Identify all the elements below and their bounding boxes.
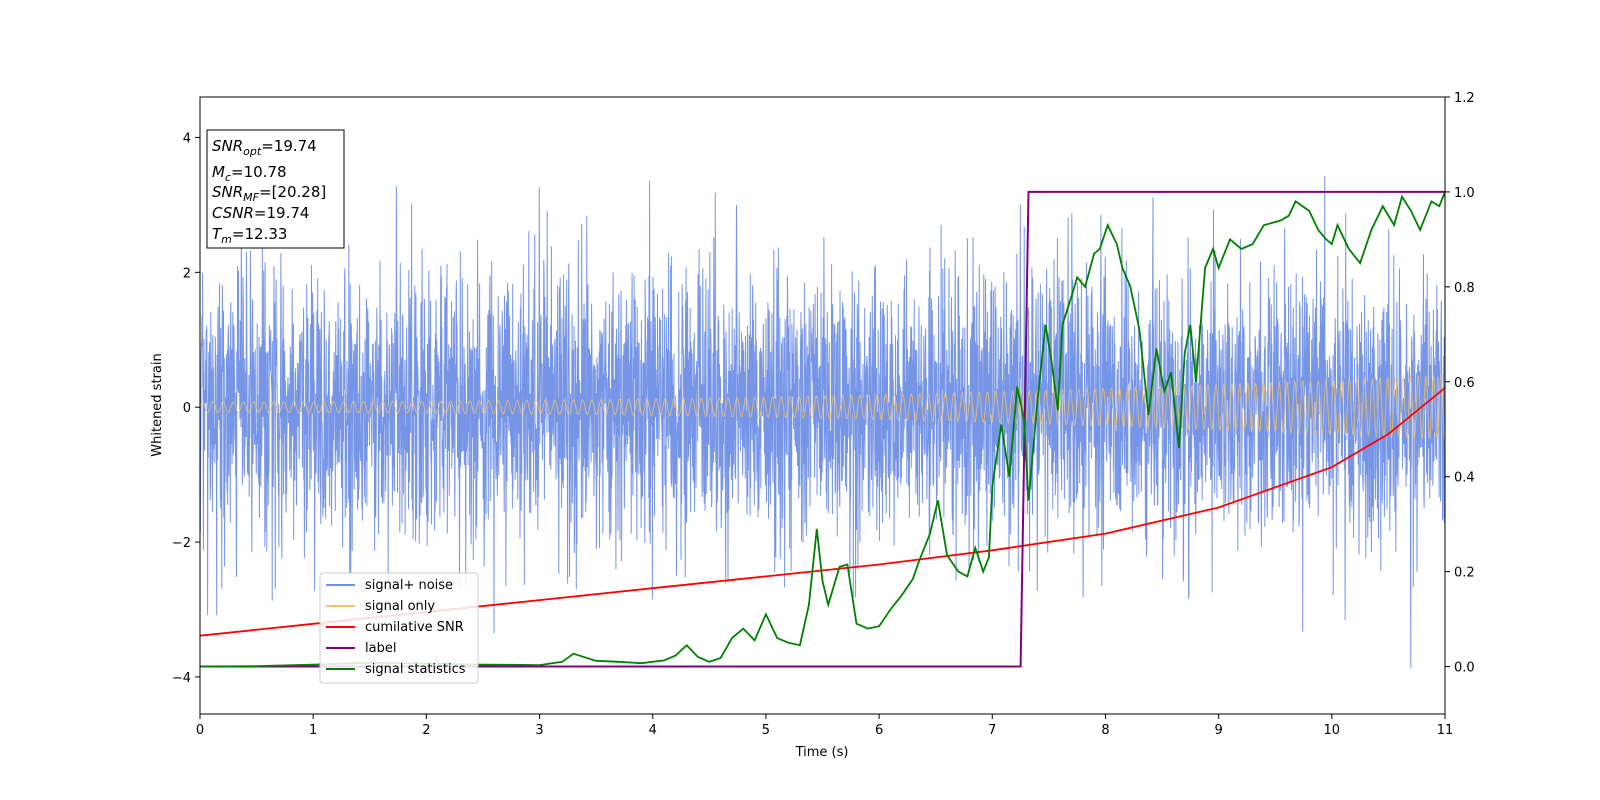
- x-tick-label: 3: [535, 723, 543, 738]
- y-right-axis: 0.0 0.2 0.4 0.6 0.8 1.0 1.2: [1445, 91, 1475, 676]
- y-right-tick-label: 1.0: [1454, 186, 1475, 201]
- info-box: SNRopt=19.74 Mc=10.78 SNRMF=[20.28] CSNR…: [206, 129, 345, 249]
- legend-label: signal only: [365, 599, 435, 614]
- x-axis: 0 1 2 3 4 5 6 7 8 9 10 11: [196, 714, 1453, 738]
- x-tick-label: 0: [196, 723, 204, 738]
- y-left-axis: −4 −2 0 2 4: [172, 131, 200, 686]
- y-right-tick-label: 0.6: [1454, 376, 1475, 391]
- x-tick-label: 9: [1214, 723, 1222, 738]
- x-tick-label: 2: [422, 723, 430, 738]
- x-tick-label: 10: [1324, 723, 1341, 738]
- legend-label: signal statistics: [365, 662, 466, 677]
- x-tick-label: 5: [762, 723, 770, 738]
- y-right-tick-label: 0.4: [1454, 471, 1475, 486]
- x-tick-label: 1: [309, 723, 317, 738]
- x-tick-label: 8: [1101, 723, 1109, 738]
- legend-entries: signal+ noise signal only cumilative SNR la…: [326, 578, 466, 677]
- info-snr-mf: SNRMF=[20.28]: [212, 183, 326, 204]
- y-axis-label: Whitened strain: [150, 353, 165, 456]
- legend-label: label: [365, 641, 396, 656]
- y-left-tick-label: −2: [172, 536, 191, 551]
- y-right-tick-label: 0.8: [1454, 281, 1475, 296]
- y-left-tick-label: 2: [183, 266, 191, 281]
- y-right-tick-label: 0.0: [1454, 661, 1475, 676]
- y-left-tick-label: 0: [183, 401, 191, 416]
- info-tm: Tm=12.33: [212, 225, 287, 246]
- y-right-tick-label: 0.2: [1454, 566, 1475, 581]
- x-tick-label: 11: [1437, 723, 1454, 738]
- x-axis-label: Time (s): [795, 745, 849, 760]
- info-box-frame: [206, 129, 345, 249]
- x-tick-label: 6: [875, 723, 883, 738]
- x-tick-label: 7: [988, 723, 996, 738]
- info-mc: Mc=10.78: [212, 163, 287, 184]
- legend-label: signal+ noise: [365, 578, 453, 593]
- x-tick-label: 4: [649, 723, 657, 738]
- plot-frame: [199, 96, 1446, 715]
- info-csnr: CSNR=19.74: [212, 204, 309, 222]
- legend-frame: [319, 572, 479, 684]
- legend: signal+ noise signal only cumilative SNR la…: [319, 572, 479, 684]
- y-right-tick-label: 1.2: [1454, 91, 1475, 106]
- y-left-tick-label: −4: [172, 671, 191, 686]
- info-snr-opt: SNRopt=19.74: [212, 137, 317, 158]
- legend-label: cumilative SNR: [365, 620, 464, 635]
- y-left-tick-label: 4: [183, 131, 191, 146]
- signal-statistics-line: [200, 191, 1445, 668]
- signal-only-line: [200, 373, 1445, 440]
